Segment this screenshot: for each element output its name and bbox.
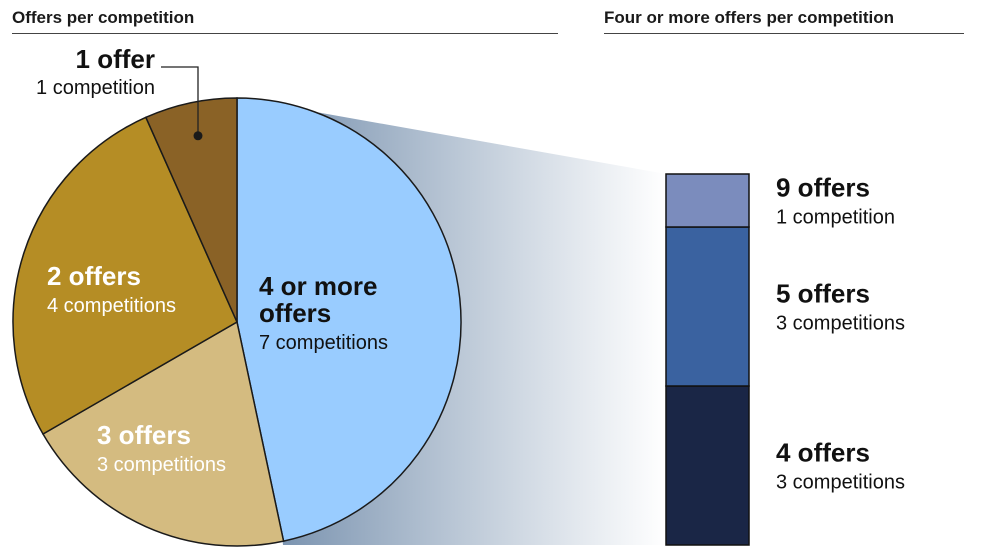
stacked-bar-chart [665, 173, 750, 546]
bar-title-rule [604, 33, 964, 34]
pie-label-3-offers: 3 offers [97, 420, 191, 450]
pie-label-3-offers-value: 3 competitions [97, 454, 226, 476]
pie-label-2-offers: 2 offers [47, 261, 141, 291]
pie-label-1-offer: 1 offer [76, 44, 155, 74]
pie-chart [12, 97, 462, 547]
pie-label-2-offers-value: 4 competitions [47, 295, 176, 317]
pie-slice-3-offers [41, 320, 285, 547]
bar-chart-title: Four or more offers per competition [604, 8, 894, 27]
bar-segment-5-offers [665, 226, 750, 387]
pie-label-4-or-more-offers-value: 7 competitions [259, 332, 388, 354]
bar-segment-4-offers [665, 385, 750, 546]
pie-chart-title: Offers per competition [12, 8, 195, 27]
bar-label-5-offers: 5 offers [776, 279, 870, 309]
bar-segment-9-offers [665, 173, 750, 228]
bar-label-9-offers: 9 offers [776, 173, 870, 203]
pie-label-4-or-more-offers-line-1: 4 or more [259, 271, 378, 301]
leader-dot-1-offer [193, 131, 203, 141]
pie-slice-1-offer [144, 97, 238, 323]
pie-title-rule [12, 33, 558, 34]
bar-value-label-4-offers: 3 competitions [776, 472, 905, 494]
pie-slice-4-or-more-offers [236, 97, 462, 543]
bar-value-label-9-offers: 1 competition [776, 207, 895, 229]
pie-label-4-or-more-offers-line-2: offers [259, 298, 331, 328]
leader-line-1-offer [161, 66, 199, 136]
bar-value-label-5-offers: 3 competitions [776, 313, 905, 335]
bar-label-4-offers: 4 offers [776, 438, 870, 468]
pie-label-1-offer-value: 1 competition [36, 77, 155, 99]
